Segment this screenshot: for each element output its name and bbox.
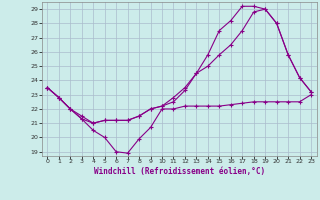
X-axis label: Windchill (Refroidissement éolien,°C): Windchill (Refroidissement éolien,°C): [94, 167, 265, 176]
